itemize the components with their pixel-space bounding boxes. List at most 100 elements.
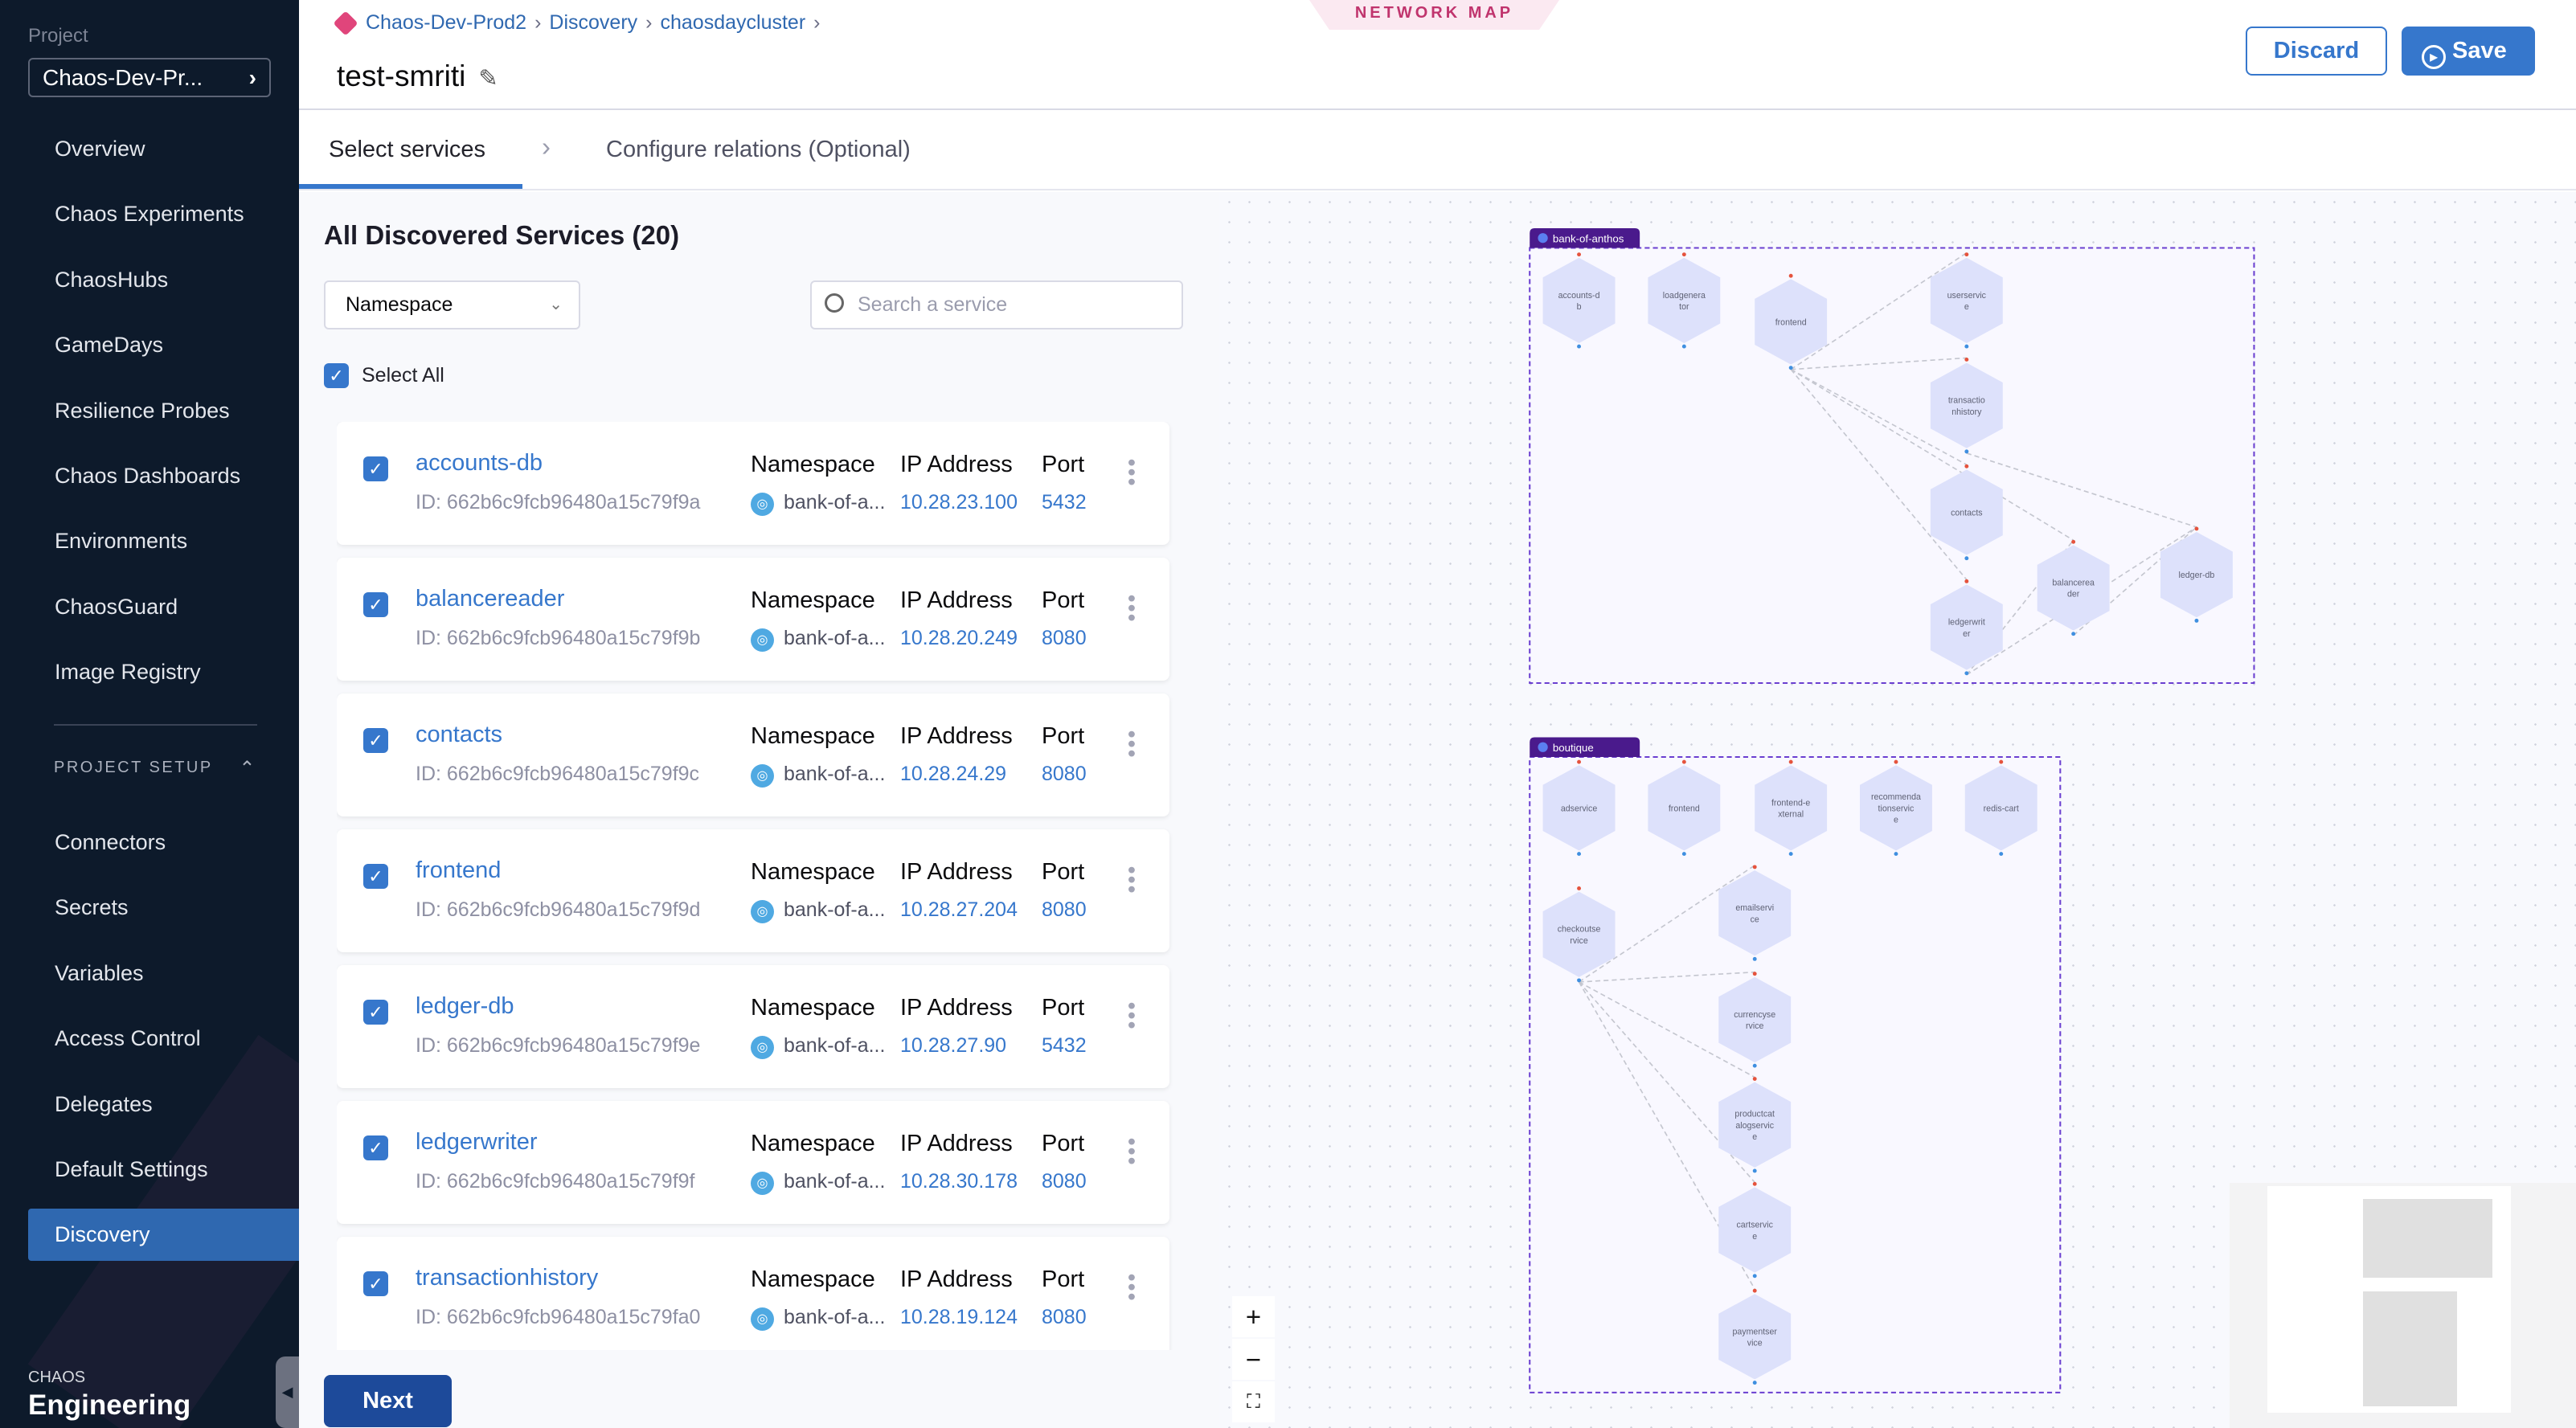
- more-options-icon[interactable]: • • •: [1127, 993, 1136, 1038]
- service-checkbox[interactable]: ✓: [363, 1135, 388, 1160]
- breadcrumb-discovery[interactable]: Discovery: [549, 11, 638, 34]
- service-node[interactable]: checkoutse rvice: [1542, 886, 1616, 983]
- service-node[interactable]: adservice: [1542, 759, 1616, 857]
- sidebar-item-discovery[interactable]: Discovery: [28, 1209, 299, 1262]
- service-name-link[interactable]: ledger-db: [416, 993, 514, 1019]
- relation-edge[interactable]: [1579, 971, 1755, 983]
- service-card[interactable]: ✓ balancereader ID: 662b6c9fcb96480a15c79f…: [337, 558, 1169, 681]
- more-options-icon[interactable]: • • •: [1127, 857, 1136, 902]
- collapse-sidebar-button[interactable]: ◀: [276, 1356, 299, 1428]
- service-node[interactable]: frontend: [1755, 273, 1828, 370]
- discard-button[interactable]: Discard: [2246, 27, 2387, 76]
- relation-edge[interactable]: [1791, 357, 1967, 370]
- service-card[interactable]: ✓ contacts ID: 662b6c9fcb96480a15c79f9c Nam…: [337, 694, 1169, 816]
- service-node[interactable]: frontend-e xternal: [1755, 759, 1828, 857]
- service-card[interactable]: ✓ frontend ID: 662b6c9fcb96480a15c79f9d Nam…: [337, 829, 1169, 952]
- sidebar-item-image-registry[interactable]: Image Registry: [55, 660, 201, 685]
- relation-edge[interactable]: [1579, 865, 1755, 983]
- service-checkbox[interactable]: ✓: [363, 864, 388, 889]
- service-checkbox[interactable]: ✓: [363, 1000, 388, 1025]
- service-name-link[interactable]: contacts: [416, 722, 502, 747]
- save-button[interactable]: ▶ Save: [2402, 27, 2535, 76]
- sidebar-item-delegates[interactable]: Delegates: [55, 1091, 153, 1116]
- service-card[interactable]: ✓ ledgerwriter ID: 662b6c9fcb96480a15c79f9…: [337, 1101, 1169, 1224]
- service-node[interactable]: ledger-db: [2160, 526, 2233, 623]
- service-node[interactable]: ledgerwrit er: [1930, 579, 2003, 676]
- service-node[interactable]: loadgenera tor: [1648, 252, 1721, 349]
- zoom-out-button[interactable]: −: [1232, 1339, 1275, 1380]
- sidebar-item-environments[interactable]: Environments: [55, 529, 188, 554]
- more-options-icon[interactable]: • • •: [1127, 586, 1136, 631]
- service-name-link[interactable]: accounts-db: [416, 450, 543, 476]
- service-node[interactable]: contacts: [1930, 464, 2003, 561]
- sidebar-item-variables[interactable]: Variables: [55, 960, 144, 985]
- service-node[interactable]: productcat alogservic e: [1718, 1077, 1792, 1173]
- sidebar-item-default-settings[interactable]: Default Settings: [55, 1157, 208, 1181]
- service-node[interactable]: transactio nhistory: [1930, 357, 2003, 454]
- next-button[interactable]: Next: [324, 1375, 452, 1427]
- service-checkbox[interactable]: ✓: [363, 1271, 388, 1296]
- service-node[interactable]: redis-cart: [1964, 759, 2037, 857]
- tab-configure-relations[interactable]: Configure relations (Optional): [606, 137, 911, 162]
- namespace-filter[interactable]: Namespace ⌄: [324, 280, 580, 329]
- service-node[interactable]: cartservic e: [1718, 1181, 1792, 1279]
- project-setup-section[interactable]: PROJECT SETUP ⌃: [54, 758, 257, 779]
- network-map[interactable]: bank-of-anthos accounts-d b loadgenera tor fr…: [1219, 192, 2576, 1428]
- service-node[interactable]: balancerea der: [2037, 539, 2110, 636]
- service-checkbox[interactable]: ✓: [363, 456, 388, 481]
- relation-edge[interactable]: [1578, 981, 1755, 1290]
- service-node[interactable]: userservic e: [1930, 252, 2003, 349]
- relation-edge[interactable]: [1790, 369, 1968, 580]
- fit-view-button[interactable]: ⛶: [1232, 1381, 1275, 1422]
- edit-pencil-icon[interactable]: ✎: [478, 66, 498, 92]
- search-box[interactable]: [810, 280, 1183, 329]
- service-checkbox[interactable]: ✓: [363, 592, 388, 617]
- search-input[interactable]: [858, 282, 1171, 328]
- relation-edge[interactable]: [1790, 252, 1968, 370]
- minimap[interactable]: [2230, 1183, 2576, 1428]
- sidebar-item-access-control[interactable]: Access Control: [55, 1026, 201, 1051]
- service-checkbox[interactable]: ✓: [363, 728, 388, 753]
- service-card[interactable]: ✓ transactionhistory ID: 662b6c9fcb96480a1…: [337, 1237, 1169, 1350]
- service-name-link[interactable]: transactionhistory: [416, 1265, 599, 1291]
- breadcrumb-project[interactable]: Chaos-Dev-Prod2: [366, 11, 527, 34]
- relation-edge[interactable]: [1790, 368, 1968, 465]
- service-card[interactable]: ✓ ledger-db ID: 662b6c9fcb96480a15c79f9e Na…: [337, 965, 1169, 1088]
- hexagon-node-shape: [1930, 362, 2003, 448]
- more-options-icon[interactable]: • • •: [1127, 450, 1136, 495]
- network-map-canvas[interactable]: bank-of-anthos accounts-d b loadgenera tor fr…: [1219, 192, 2576, 1428]
- service-name-link[interactable]: ledgerwriter: [416, 1129, 538, 1155]
- service-node[interactable]: accounts-d b: [1542, 252, 1616, 349]
- more-options-icon[interactable]: • • •: [1127, 722, 1136, 767]
- service-name-link[interactable]: frontend: [416, 857, 502, 883]
- service-node[interactable]: frontend: [1648, 759, 1721, 857]
- service-node[interactable]: emailservi ce: [1718, 865, 1792, 961]
- select-all-checkbox[interactable]: ✓: [324, 363, 349, 388]
- sidebar-item-chaoshubs[interactable]: ChaosHubs: [55, 267, 169, 292]
- section-title: PROJECT SETUP: [54, 759, 213, 776]
- relation-edge[interactable]: [1790, 369, 2074, 541]
- sidebar-item-chaos-dashboards[interactable]: Chaos Dashboards: [55, 464, 241, 488]
- service-name-link[interactable]: balancereader: [416, 586, 565, 612]
- select-all[interactable]: ✓ Select All: [324, 363, 444, 388]
- sidebar-item-chaosguard[interactable]: ChaosGuard: [55, 594, 178, 619]
- sidebar-item-connectors[interactable]: Connectors: [55, 830, 166, 854]
- relation-edge[interactable]: [1966, 526, 2197, 676]
- more-options-icon[interactable]: • • •: [1127, 1265, 1136, 1310]
- more-options-icon[interactable]: • • •: [1127, 1129, 1136, 1174]
- sidebar-item-overview[interactable]: Overview: [55, 137, 145, 161]
- relation-edge[interactable]: [1579, 981, 1755, 1078]
- sidebar-item-gamedays[interactable]: GameDays: [55, 333, 164, 358]
- sidebar-item-chaos-experiments[interactable]: Chaos Experiments: [55, 202, 244, 227]
- sidebar-item-resilience-probes[interactable]: Resilience Probes: [55, 398, 230, 423]
- zoom-in-button[interactable]: +: [1232, 1296, 1275, 1337]
- breadcrumb-cluster[interactable]: chaosdaycluster: [660, 11, 806, 34]
- service-node[interactable]: currencyse rvice: [1718, 972, 1792, 1068]
- sidebar-item-secrets[interactable]: Secrets: [55, 895, 129, 920]
- service-node[interactable]: recommenda tionservic e: [1859, 759, 1932, 857]
- project-selector[interactable]: Chaos-Dev-Pr... ›: [28, 58, 271, 97]
- tab-select-services[interactable]: Select services: [329, 137, 486, 162]
- service-card[interactable]: ✓ accounts-db ID: 662b6c9fcb96480a15c79f9a…: [337, 422, 1169, 545]
- service-node[interactable]: paymentser vice: [1718, 1288, 1792, 1385]
- relation-edge[interactable]: [1966, 452, 2197, 528]
